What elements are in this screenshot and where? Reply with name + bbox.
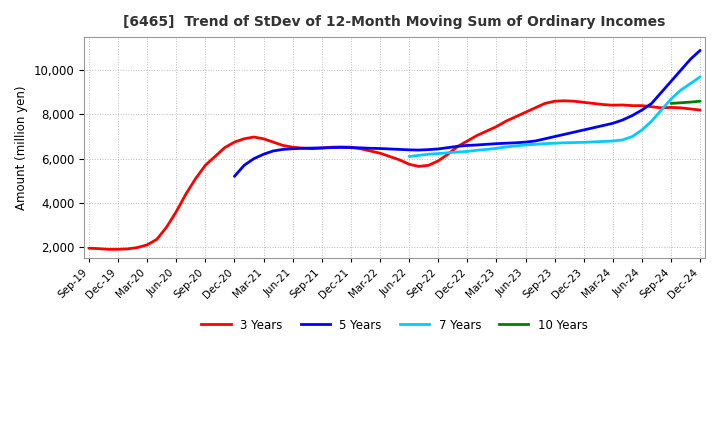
3 Years xyxy=(172,209,181,214)
3 Years xyxy=(492,124,500,129)
3 Years xyxy=(395,157,404,162)
3 Years xyxy=(696,107,704,113)
5 Years xyxy=(696,48,704,53)
7 Years xyxy=(424,152,433,157)
5 Years xyxy=(482,142,491,147)
Y-axis label: Amount (million yen): Amount (million yen) xyxy=(15,85,28,210)
Line: 7 Years: 7 Years xyxy=(409,77,700,157)
5 Years xyxy=(472,143,481,148)
Line: 10 Years: 10 Years xyxy=(671,101,700,103)
3 Years xyxy=(560,98,569,103)
3 Years xyxy=(346,145,355,150)
Legend: 3 Years, 5 Years, 7 Years, 10 Years: 3 Years, 5 Years, 7 Years, 10 Years xyxy=(197,314,593,336)
7 Years xyxy=(472,148,481,153)
3 Years xyxy=(482,128,491,134)
3 Years xyxy=(84,246,93,251)
7 Years xyxy=(482,147,491,152)
3 Years xyxy=(104,247,112,252)
Title: [6465]  Trend of StDev of 12-Month Moving Sum of Ordinary Incomes: [6465] Trend of StDev of 12-Month Moving… xyxy=(123,15,666,29)
Line: 5 Years: 5 Years xyxy=(235,50,700,176)
5 Years xyxy=(337,145,346,150)
7 Years xyxy=(696,74,704,80)
5 Years xyxy=(385,147,394,152)
Line: 3 Years: 3 Years xyxy=(89,101,700,249)
3 Years xyxy=(434,158,443,164)
5 Years xyxy=(424,147,433,152)
10 Years xyxy=(696,99,704,104)
